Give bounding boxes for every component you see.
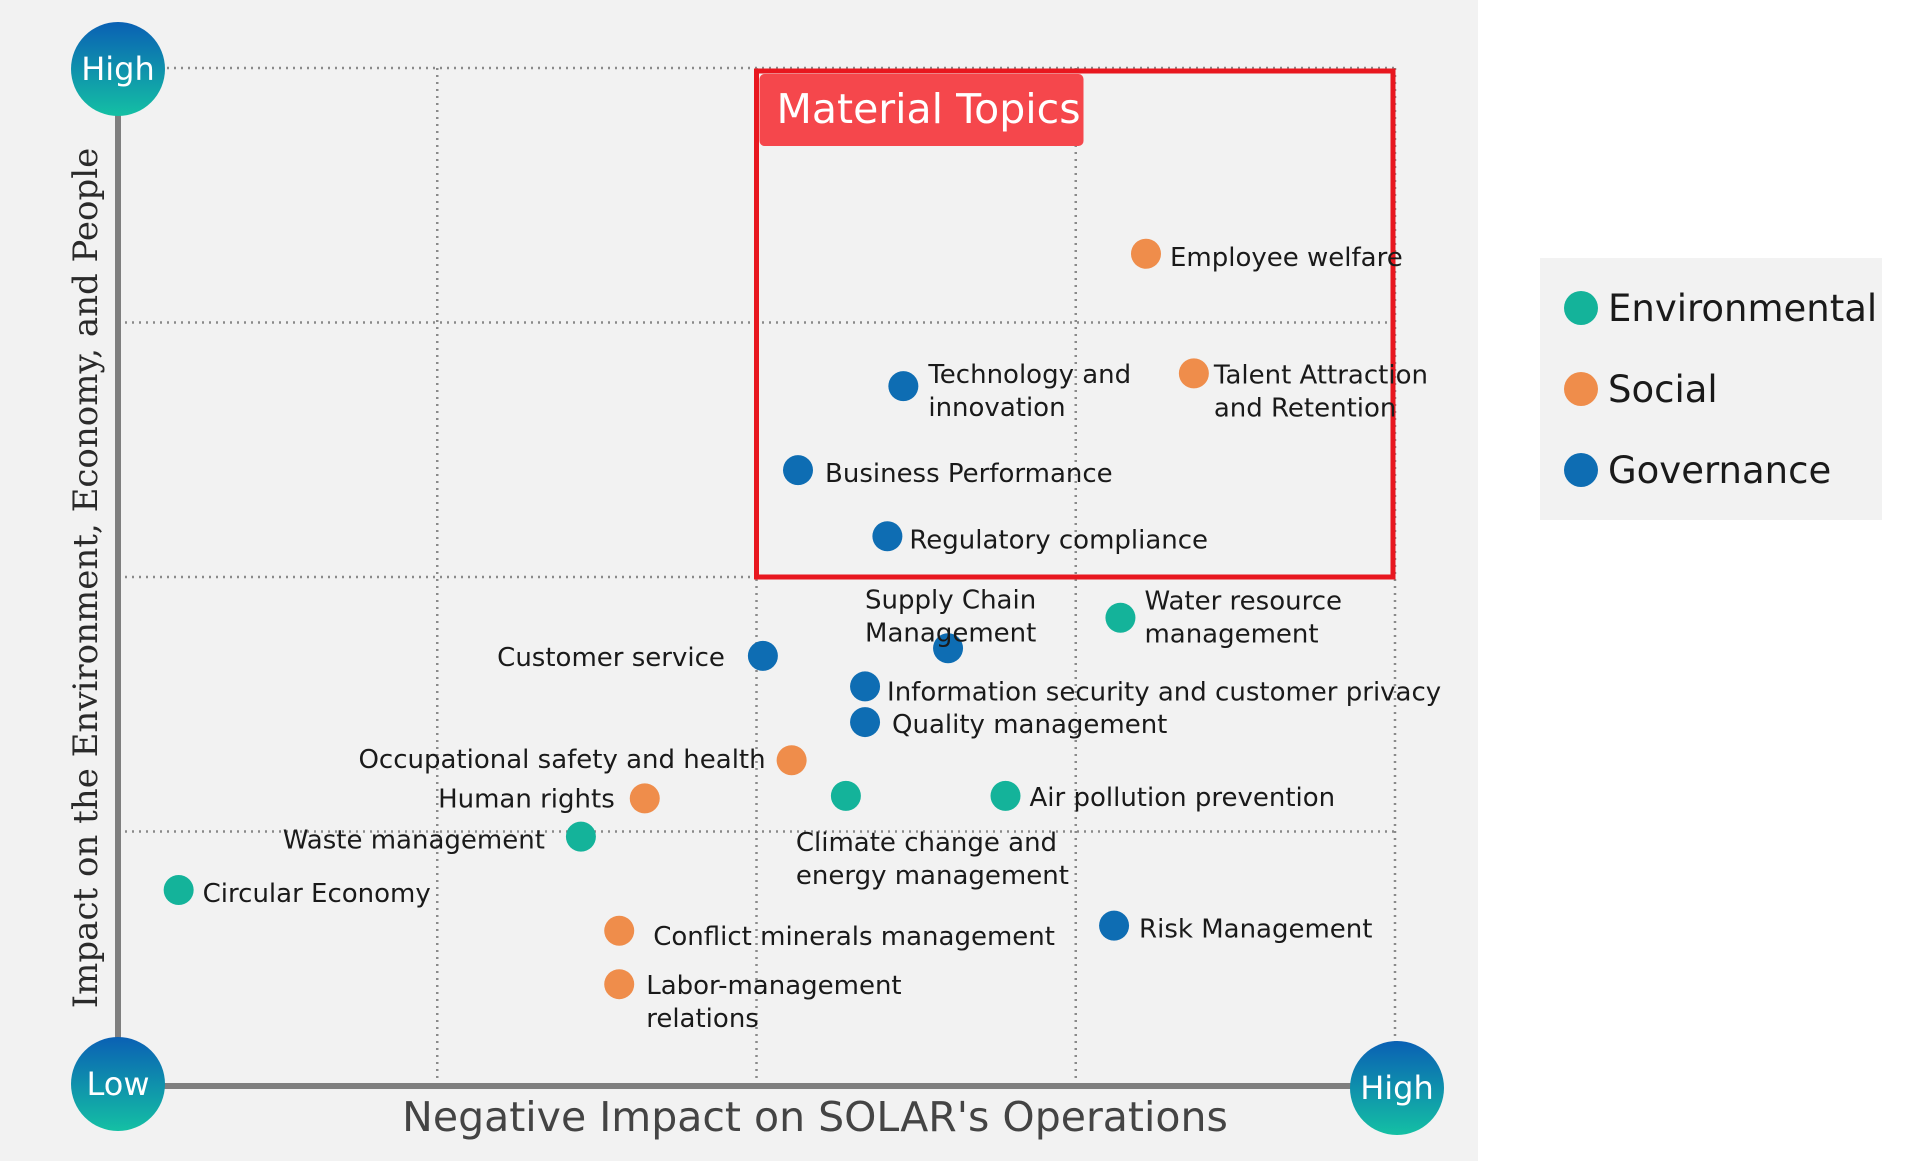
point-label-quality-management: Quality management	[892, 710, 1167, 740]
data-point-air-pollution-prevention	[990, 780, 1021, 811]
legend-swatch-environmental	[1564, 291, 1598, 325]
point-label-employee-welfare: Employee welfare	[1170, 243, 1403, 273]
data-point-circular-economy	[163, 875, 194, 906]
x-axis-high-marker-circle	[1350, 1041, 1444, 1135]
data-point-technology-and-innovation	[888, 371, 919, 402]
data-point-water-resource-management	[1105, 602, 1136, 633]
point-label-air-pollution-prevention: Air pollution prevention	[1030, 783, 1336, 813]
point-label-business-performance: Business Performance	[825, 459, 1113, 489]
y-axis-high-marker-circle	[71, 22, 165, 116]
point-label-climate-change-and-energy-management: Climate change and energy management	[796, 828, 1069, 891]
data-point-business-performance	[783, 455, 814, 486]
point-label-customer-service: Customer service	[497, 643, 725, 673]
point-label-waste-management: Waste management	[283, 826, 545, 856]
point-label-occupational-safety-and-health: Occupational safety and health	[358, 745, 765, 775]
data-point-employee-welfare	[1130, 238, 1161, 269]
material-topics-label: Material Topics	[777, 85, 1081, 133]
legend-label-governance: Governance	[1608, 449, 1831, 492]
point-label-circular-economy: Circular Economy	[203, 879, 431, 909]
series-governance: Technology and innovation Business Perform…	[497, 360, 1441, 945]
point-label-information-security-and-customer-privacy: Information security and customer privac…	[887, 677, 1441, 707]
point-label-talent-attraction-and-retention: Talent Attraction and Retention	[1213, 360, 1428, 423]
legend-label-environmental: Environmental	[1608, 287, 1877, 330]
origin-low-marker: Low	[71, 1037, 165, 1131]
x-axis-title: Negative Impact on SOLAR's Operations	[402, 1093, 1228, 1141]
point-label-labor-management-relations: Labor-management relations	[646, 971, 901, 1034]
legend-swatch-governance	[1564, 453, 1598, 487]
data-point-quality-management	[850, 707, 881, 738]
point-label-water-resource-management: Water resource management	[1144, 587, 1342, 650]
material-topics-tag	[759, 74, 1084, 146]
origin-low-marker-label: Low	[86, 1065, 149, 1103]
data-point-waste-management	[565, 821, 596, 852]
data-point-occupational-safety-and-health	[776, 745, 807, 776]
data-point-conflict-minerals-management	[604, 915, 635, 946]
series-social: Employee welfare Talent Attraction and Ret…	[358, 238, 1428, 1034]
data-point-human-rights	[629, 783, 660, 814]
x-axis-high-marker-label: High	[1360, 1069, 1434, 1107]
plot-background	[0, 0, 1478, 1161]
y-axis-high-marker-label: High	[81, 50, 155, 88]
data-point-customer-service	[747, 640, 778, 671]
point-label-risk-management: Risk Management	[1139, 915, 1372, 945]
y-axis-high-marker: High	[71, 22, 165, 116]
x-axis-high-marker: High	[1350, 1041, 1444, 1135]
data-point-supply-chain-management	[933, 633, 964, 664]
legend-label-social: Social	[1608, 368, 1718, 411]
legend-swatch-social	[1564, 372, 1598, 406]
data-point-risk-management	[1099, 910, 1130, 941]
y-axis-title: Impact on the Environment, Economy, and …	[66, 148, 106, 1009]
point-label-conflict-minerals-management: Conflict minerals management	[653, 922, 1055, 952]
legend: Environmental Social Governance	[1540, 258, 1882, 520]
origin-low-marker-circle	[71, 1037, 165, 1131]
series-environmental: Water resource management Air pollution pr…	[163, 587, 1342, 909]
point-label-regulatory-compliance: Regulatory compliance	[909, 525, 1208, 555]
point-label-human-rights: Human rights	[438, 784, 615, 814]
material-topics-box	[754, 68, 1396, 580]
point-label-supply-chain-management: Supply Chain Management	[865, 585, 1036, 648]
data-point-regulatory-compliance	[872, 521, 903, 552]
data-point-labor-management-relations	[604, 969, 635, 1000]
point-label-technology-and-innovation: Technology and innovation	[927, 360, 1131, 423]
data-point-climate-change-and-energy-management	[830, 780, 861, 811]
data-point-information-security-and-customer-privacy	[850, 671, 881, 702]
data-point-talent-attraction-and-retention	[1178, 358, 1209, 389]
